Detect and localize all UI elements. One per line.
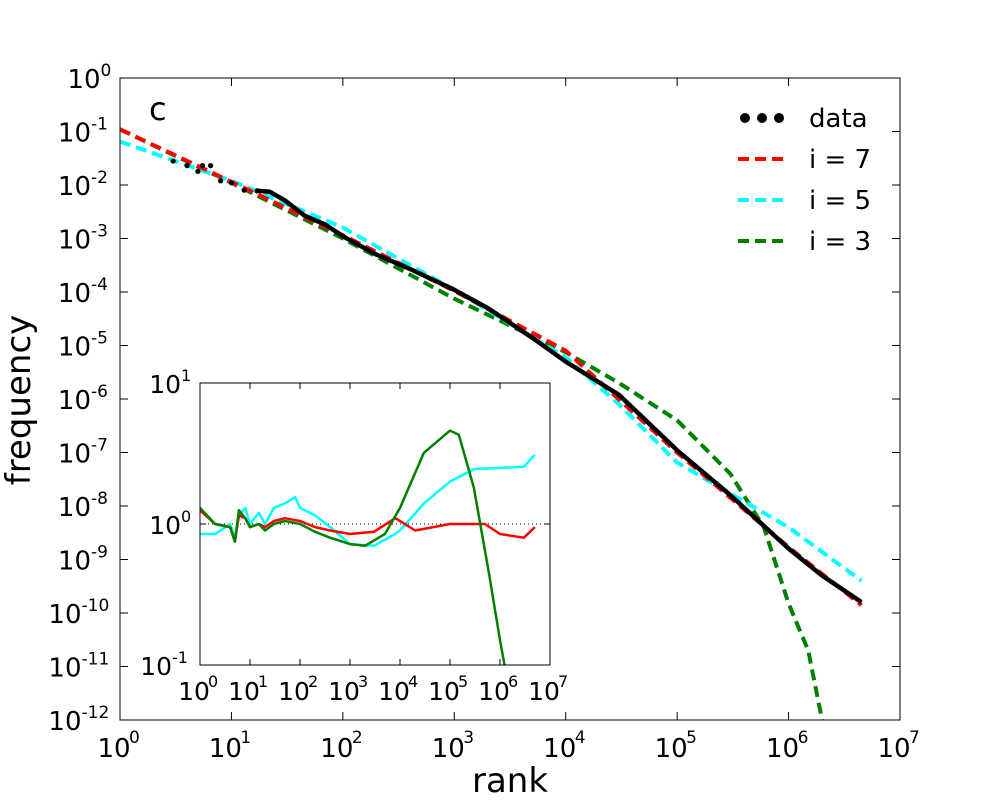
- inset-x-tick-label: 10: [478, 677, 510, 706]
- y-tick-exponent: -5: [91, 329, 108, 349]
- y-tick-label: 10: [58, 547, 91, 577]
- inset-x-tick-label: 10: [378, 677, 410, 706]
- data-point: [184, 163, 190, 169]
- x-tick-exponent: 3: [463, 728, 474, 748]
- data-point: [207, 163, 214, 169]
- inset-x-tick-label: 10: [428, 677, 460, 706]
- x-tick-label: 10: [655, 734, 688, 764]
- x-tick-exponent: 2: [352, 728, 363, 748]
- data-point: [218, 178, 224, 184]
- y-tick-label: 10: [58, 172, 91, 202]
- data-point: [199, 163, 206, 169]
- y-tick-label: 10: [58, 279, 91, 309]
- data-point: [228, 180, 235, 186]
- x-tick-label: 10: [320, 734, 353, 764]
- x-tick-label: 10: [209, 734, 242, 764]
- inset-series-group: [200, 429, 550, 665]
- y-tick-exponent: -7: [91, 436, 108, 456]
- y-tick-exponent: -12: [82, 703, 110, 723]
- data-point: [170, 158, 176, 164]
- inset-x-tick-label: 10: [278, 677, 310, 706]
- x-tick-exponent: 4: [575, 728, 586, 748]
- inset-x-tick-exponent: 2: [308, 672, 318, 691]
- x-tick-exponent: 1: [240, 728, 251, 748]
- legend-label: i = 5: [809, 186, 871, 216]
- y-tick-label: 10: [67, 65, 100, 95]
- inset-y-tick-exponent: 0: [181, 507, 191, 526]
- inset-y-tick-exponent: 1: [181, 366, 191, 385]
- inset-x-tick-label: 10: [228, 677, 260, 706]
- data-point: [241, 187, 247, 193]
- legend-marker-data: [774, 113, 784, 123]
- inset-x-tick-label: 10: [528, 677, 560, 706]
- y-tick-exponent: -6: [91, 382, 108, 402]
- inset-y-tick-label: 10: [140, 652, 172, 681]
- main-plot-frame: [119, 77, 901, 721]
- y-tick-exponent: -8: [91, 489, 108, 509]
- x-tick-label: 10: [432, 734, 465, 764]
- inset-x-tick-exponent: 3: [358, 672, 368, 691]
- y-tick-exponent: -10: [82, 596, 110, 616]
- legend-label: i = 7: [809, 145, 871, 175]
- inset-frame: [199, 382, 551, 666]
- x-axis-title: rank: [472, 761, 548, 800]
- inset-x-tick-exponent: 5: [458, 672, 468, 691]
- data-point: [195, 168, 201, 174]
- x-tick-label: 10: [97, 734, 130, 764]
- y-tick-label: 10: [58, 386, 91, 416]
- y-tick-exponent: -11: [82, 650, 110, 670]
- panel-label: c: [149, 90, 167, 128]
- y-tick-label: 10: [58, 333, 91, 363]
- y-axis-title: frequency: [0, 315, 39, 486]
- inset-x-tick-exponent: 1: [258, 672, 268, 691]
- legend-marker-data: [757, 113, 767, 123]
- y-tick-label: 10: [58, 440, 91, 470]
- inset-x-tick-label: 10: [328, 677, 360, 706]
- legend-label: data: [809, 104, 868, 134]
- y-tick-label: 10: [48, 600, 81, 630]
- y-tick-label: 10: [58, 119, 91, 149]
- y-tick-label: 10: [48, 707, 81, 737]
- inset-x-tick-exponent: 7: [558, 672, 568, 691]
- y-tick-exponent: -3: [91, 222, 108, 242]
- y-tick-label: 10: [58, 493, 91, 523]
- x-tick-exponent: 6: [798, 728, 809, 748]
- inset-y-tick-exponent: -1: [172, 648, 188, 667]
- x-tick-exponent: 7: [909, 728, 920, 748]
- y-tick-exponent: -2: [91, 168, 108, 188]
- legend-label: i = 3: [809, 227, 871, 257]
- x-tick-label: 10: [877, 734, 910, 764]
- x-tick-label: 10: [543, 734, 576, 764]
- y-tick-label: 10: [48, 654, 81, 684]
- inset-y-tick-label: 10: [149, 511, 181, 540]
- main-series-group: [120, 127, 863, 720]
- x-tick-exponent: 0: [129, 728, 140, 748]
- y-tick-exponent: -9: [91, 543, 108, 563]
- inset-x-tick-label: 10: [178, 677, 210, 706]
- inset-y-tick-label: 10: [149, 370, 181, 399]
- series-line-data: [256, 188, 863, 604]
- series-line-i5: [120, 139, 863, 583]
- inset-x-tick-exponent: 0: [208, 672, 218, 691]
- x-tick-label: 10: [766, 734, 799, 764]
- inset-series-line-i3: [200, 429, 506, 665]
- y-tick-exponent: 0: [101, 61, 112, 81]
- inset-x-tick-exponent: 6: [508, 672, 518, 691]
- inset-x-tick-exponent: 4: [408, 672, 418, 691]
- legend-marker-data: [740, 113, 750, 123]
- y-tick-exponent: -4: [91, 275, 108, 295]
- legend: data i = 7 i = 5 i = 3: [738, 104, 871, 257]
- x-tick-exponent: 5: [686, 728, 697, 748]
- series-line-i3: [120, 127, 825, 720]
- y-tick-exponent: -1: [91, 115, 108, 135]
- y-tick-label: 10: [58, 226, 91, 256]
